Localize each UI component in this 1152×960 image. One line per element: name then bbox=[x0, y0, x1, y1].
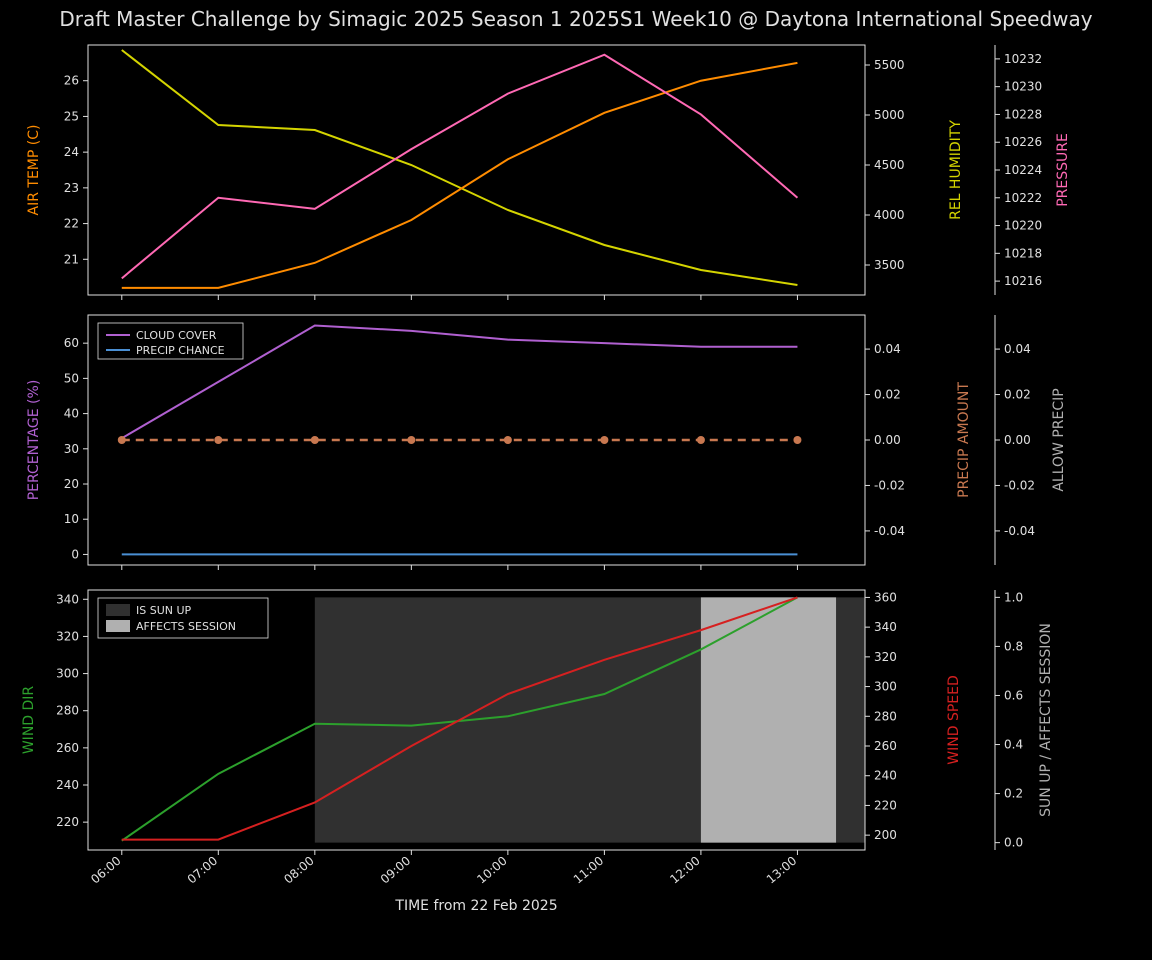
ylabel-allow-precip: ALLOW PRECIP bbox=[1051, 388, 1067, 491]
svg-text:5000: 5000 bbox=[874, 108, 905, 122]
svg-text:340: 340 bbox=[874, 620, 897, 634]
svg-text:1.0: 1.0 bbox=[1004, 590, 1023, 604]
svg-text:07:00: 07:00 bbox=[185, 854, 220, 887]
ylabel-humidity: REL HUMIDITY bbox=[948, 120, 964, 220]
svg-text:0.4: 0.4 bbox=[1004, 738, 1023, 752]
svg-text:10218: 10218 bbox=[1004, 246, 1042, 260]
svg-text:320: 320 bbox=[56, 629, 79, 643]
weather-chart: Draft Master Challenge by Simagic 2025 S… bbox=[0, 0, 1152, 960]
legend-affects-session: AFFECTS SESSION bbox=[136, 620, 236, 633]
svg-text:23: 23 bbox=[64, 181, 79, 195]
svg-text:08:00: 08:00 bbox=[281, 854, 316, 887]
ylabel-sun: SUN UP / AFFECTS SESSION bbox=[1038, 623, 1054, 817]
svg-text:280: 280 bbox=[874, 709, 897, 723]
svg-text:300: 300 bbox=[874, 680, 897, 694]
svg-text:13:00: 13:00 bbox=[764, 854, 799, 887]
legend-is-sun-up: IS SUN UP bbox=[136, 604, 192, 617]
ylabel-air-temp: AIR TEMP (C) bbox=[26, 125, 42, 216]
chart-title: Draft Master Challenge by Simagic 2025 S… bbox=[59, 7, 1092, 31]
svg-text:220: 220 bbox=[874, 798, 897, 812]
svg-text:26: 26 bbox=[64, 74, 79, 88]
svg-text:10224: 10224 bbox=[1004, 163, 1042, 177]
svg-text:0.04: 0.04 bbox=[1004, 342, 1031, 356]
panel-wind-sun: 220 240 260 280 300 320 340 200 220 240 260 280 300 3… bbox=[21, 590, 1054, 914]
svg-text:10:00: 10:00 bbox=[474, 854, 509, 887]
legend-cloud-cover: CLOUD COVER bbox=[136, 329, 217, 342]
svg-text:300: 300 bbox=[56, 667, 79, 681]
svg-text:-0.02: -0.02 bbox=[874, 478, 905, 492]
svg-text:11:00: 11:00 bbox=[571, 854, 606, 887]
ylabel-wind-dir: WIND DIR bbox=[21, 686, 37, 755]
svg-text:0.00: 0.00 bbox=[874, 433, 901, 447]
svg-text:360: 360 bbox=[874, 590, 897, 604]
svg-text:0: 0 bbox=[71, 547, 79, 561]
svg-text:09:00: 09:00 bbox=[378, 854, 413, 887]
svg-text:320: 320 bbox=[874, 650, 897, 664]
svg-text:-0.04: -0.04 bbox=[1004, 524, 1035, 538]
svg-text:10: 10 bbox=[64, 512, 79, 526]
svg-text:20: 20 bbox=[64, 477, 79, 491]
svg-text:12:00: 12:00 bbox=[667, 854, 702, 887]
svg-text:0.8: 0.8 bbox=[1004, 639, 1023, 653]
svg-text:60: 60 bbox=[64, 336, 79, 350]
svg-text:280: 280 bbox=[56, 704, 79, 718]
svg-text:0.04: 0.04 bbox=[874, 342, 901, 356]
svg-text:0.6: 0.6 bbox=[1004, 688, 1023, 702]
svg-text:-0.02: -0.02 bbox=[1004, 478, 1035, 492]
panel-temp-humidity-pressure: 21 22 23 24 25 26 3500 4000 4500 5000 5500 10216 102… bbox=[26, 45, 1071, 300]
svg-text:10222: 10222 bbox=[1004, 191, 1042, 205]
svg-text:0.00: 0.00 bbox=[1004, 433, 1031, 447]
svg-text:24: 24 bbox=[64, 145, 79, 159]
svg-text:50: 50 bbox=[64, 371, 79, 385]
panel-precip: 0 10 20 30 40 50 60 -0.04 -0.02 0.00 0.02 0.04 -0.04… bbox=[26, 315, 1067, 570]
svg-text:-0.04: -0.04 bbox=[874, 524, 905, 538]
svg-text:10216: 10216 bbox=[1004, 274, 1042, 288]
svg-text:06:00: 06:00 bbox=[88, 854, 123, 887]
svg-text:10230: 10230 bbox=[1004, 80, 1042, 94]
svg-text:40: 40 bbox=[64, 407, 79, 421]
ylabel-percentage: PERCENTAGE (%) bbox=[26, 380, 42, 501]
svg-text:25: 25 bbox=[64, 109, 79, 123]
svg-text:10228: 10228 bbox=[1004, 107, 1042, 121]
svg-text:3500: 3500 bbox=[874, 258, 905, 272]
legend-precip-chance: PRECIP CHANCE bbox=[136, 344, 225, 357]
svg-text:220: 220 bbox=[56, 815, 79, 829]
svg-text:0.0: 0.0 bbox=[1004, 836, 1023, 850]
svg-text:4000: 4000 bbox=[874, 208, 905, 222]
svg-text:260: 260 bbox=[874, 739, 897, 753]
svg-text:0.2: 0.2 bbox=[1004, 787, 1023, 801]
svg-text:4500: 4500 bbox=[874, 158, 905, 172]
svg-text:22: 22 bbox=[64, 217, 79, 231]
svg-text:240: 240 bbox=[874, 769, 897, 783]
svg-text:260: 260 bbox=[56, 741, 79, 755]
ylabel-precip-amount: PRECIP AMOUNT bbox=[956, 382, 972, 498]
svg-text:5500: 5500 bbox=[874, 58, 905, 72]
svg-text:240: 240 bbox=[56, 778, 79, 792]
ylabel-pressure: PRESSURE bbox=[1055, 133, 1071, 207]
ylabel-wind-speed: WIND SPEED bbox=[946, 675, 962, 764]
svg-text:340: 340 bbox=[56, 592, 79, 606]
svg-text:21: 21 bbox=[64, 252, 79, 266]
svg-text:10232: 10232 bbox=[1004, 52, 1042, 66]
svg-text:0.02: 0.02 bbox=[1004, 388, 1031, 402]
svg-text:200: 200 bbox=[874, 828, 897, 842]
svg-text:10226: 10226 bbox=[1004, 135, 1042, 149]
svg-text:30: 30 bbox=[64, 442, 79, 456]
svg-text:10220: 10220 bbox=[1004, 219, 1042, 233]
xlabel-time: TIME from 22 Feb 2025 bbox=[394, 898, 557, 914]
svg-text:0.02: 0.02 bbox=[874, 388, 901, 402]
